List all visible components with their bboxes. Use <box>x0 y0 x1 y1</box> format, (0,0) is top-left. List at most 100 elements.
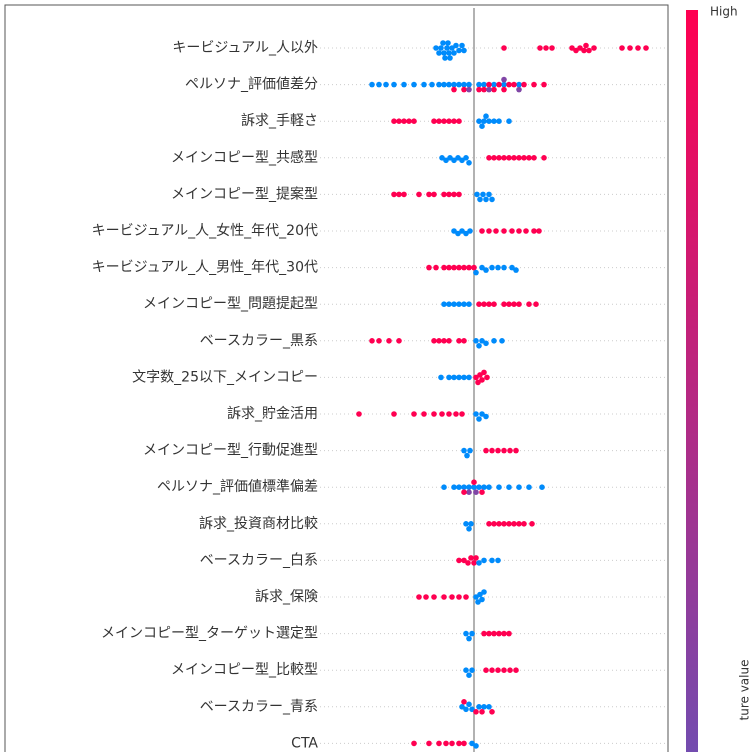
frame <box>4 4 669 752</box>
dot <box>451 264 457 271</box>
dot <box>473 743 479 749</box>
dot <box>416 191 422 198</box>
dot <box>443 157 449 164</box>
dot <box>483 447 489 454</box>
dot <box>465 560 471 566</box>
dot <box>481 589 487 595</box>
dot <box>459 704 465 710</box>
dot <box>466 672 472 678</box>
dot <box>376 81 382 88</box>
dot <box>516 86 522 93</box>
dot <box>449 45 455 51</box>
dot <box>506 118 512 124</box>
dot <box>456 374 462 381</box>
dot <box>466 489 472 496</box>
dot <box>479 338 485 344</box>
dot <box>431 118 437 124</box>
dot <box>456 191 462 198</box>
dot <box>479 411 485 417</box>
dot <box>433 264 439 271</box>
dot <box>443 740 449 747</box>
dot <box>456 81 462 88</box>
dot <box>473 269 479 276</box>
dot <box>481 630 487 637</box>
dot <box>501 86 507 93</box>
dot <box>471 560 477 566</box>
dot <box>496 484 502 491</box>
dot <box>441 301 447 308</box>
dot <box>469 706 475 713</box>
dot <box>421 81 427 88</box>
dot <box>401 191 407 198</box>
dot <box>471 264 477 271</box>
dot <box>429 81 435 88</box>
dot <box>475 379 481 386</box>
dot <box>474 191 480 198</box>
dot <box>469 630 475 637</box>
dot <box>627 45 633 51</box>
feature-label: メインコピー型_ターゲット選定型 <box>101 626 318 642</box>
dot <box>473 411 479 417</box>
dot <box>521 81 527 88</box>
dot <box>526 155 532 161</box>
dot <box>446 118 452 124</box>
dot <box>468 555 474 561</box>
dot <box>481 81 487 88</box>
dot <box>501 667 507 673</box>
dot <box>501 301 507 308</box>
dot <box>619 45 625 51</box>
dot <box>461 86 467 93</box>
dot <box>483 196 489 203</box>
dot <box>449 740 455 747</box>
dot <box>506 484 512 491</box>
dot <box>481 118 487 124</box>
dot <box>591 45 597 51</box>
dot <box>513 267 519 273</box>
dot <box>451 81 457 88</box>
dot <box>495 557 501 564</box>
dot <box>456 594 462 600</box>
dot <box>466 374 472 381</box>
dot <box>463 706 469 713</box>
dot <box>486 228 492 234</box>
feature-label: ベースカラー_白系 <box>200 552 318 568</box>
dot <box>509 264 515 271</box>
dot <box>446 338 452 344</box>
dot <box>491 81 497 88</box>
dot <box>501 81 507 88</box>
dot <box>461 484 467 491</box>
dot <box>476 343 482 349</box>
dot <box>577 45 583 51</box>
dot <box>426 264 432 271</box>
dot <box>506 81 512 88</box>
dot <box>423 594 429 600</box>
dot <box>447 55 453 61</box>
dot <box>476 81 482 88</box>
dot <box>496 521 502 527</box>
dot <box>445 40 451 46</box>
dot <box>526 301 532 308</box>
dot <box>436 81 442 88</box>
dot <box>479 123 485 129</box>
dot <box>473 555 479 561</box>
dot <box>466 81 472 88</box>
dot <box>451 191 457 198</box>
dot <box>466 301 472 308</box>
dot <box>463 667 469 673</box>
dot <box>586 47 592 54</box>
dot <box>411 740 417 747</box>
feature-label: CTA <box>291 735 318 751</box>
dot <box>436 118 442 124</box>
dot <box>456 484 462 491</box>
dot <box>489 447 495 454</box>
feature-label: メインコピー型_行動促進型 <box>143 443 318 459</box>
dot <box>463 594 469 600</box>
dot <box>436 50 442 56</box>
dot <box>461 264 467 271</box>
dot <box>506 521 512 527</box>
dot <box>459 42 465 49</box>
dot <box>511 155 517 161</box>
dot <box>391 191 397 198</box>
dot <box>446 81 452 88</box>
